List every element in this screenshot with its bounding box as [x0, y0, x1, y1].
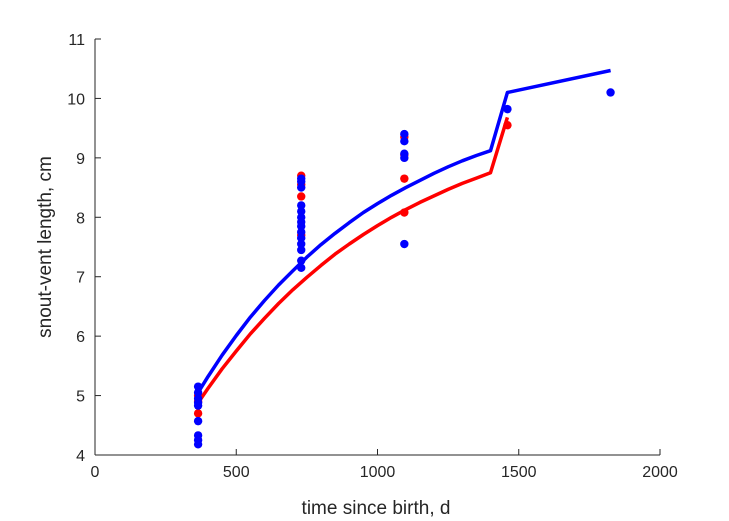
y-tick-label: 5	[76, 389, 85, 406]
axes: 0 500 1000 1500 2000 4 5 6 7 8 9 10 11	[67, 32, 678, 481]
data-point-series-2	[193, 394, 203, 403]
data-point-series-2	[400, 149, 409, 158]
data-point-series-2	[297, 239, 306, 249]
data-point-series-2	[193, 382, 203, 391]
data-point-series-2	[606, 88, 615, 97]
data-point-series-2	[193, 416, 203, 426]
fit-curves	[196, 68, 611, 404]
data-point-series-2	[297, 227, 306, 237]
data-point-series-2	[297, 183, 306, 192]
data-point-series-2	[193, 431, 203, 440]
data-point-series-2	[297, 174, 306, 183]
data-point-series-2	[297, 207, 306, 216]
y-tick-label: 11	[68, 32, 85, 49]
x-tick-label: 1000	[360, 464, 396, 481]
y-tick-label: 4	[76, 448, 85, 465]
data-point-series-1	[503, 120, 512, 130]
data-points	[193, 88, 615, 449]
y-tick-label: 10	[67, 91, 85, 108]
data-point-series-2	[400, 239, 409, 249]
y-tick-label: 9	[76, 151, 85, 168]
y-axis-title: snout-vent length, cm	[35, 156, 56, 338]
data-point-series-2	[297, 263, 306, 272]
data-point-series-2	[400, 137, 409, 146]
x-tick-label: 1500	[501, 464, 537, 481]
data-point-series-1	[400, 174, 409, 183]
y-tick-label: 7	[76, 270, 85, 287]
data-point-series-1	[297, 192, 306, 201]
data-point-series-2	[297, 213, 306, 222]
data-point-series-2	[297, 233, 306, 243]
data-point-series-1	[400, 208, 409, 217]
x-tick-label: 2000	[642, 464, 678, 481]
fit-curve-2	[196, 68, 611, 394]
data-point-series-2	[400, 129, 409, 139]
y-tick-label: 8	[76, 210, 85, 227]
y-tick-label: 6	[76, 329, 85, 346]
x-axis-title: time since birth, d	[302, 498, 451, 519]
data-point-series-2	[193, 388, 203, 397]
x-tick-label: 500	[223, 464, 250, 481]
data-point-series-2	[297, 245, 306, 255]
data-point-series-1	[193, 409, 203, 418]
x-tick-label: 0	[91, 464, 100, 481]
data-point-series-2	[297, 201, 306, 210]
data-point-series-2	[503, 104, 512, 114]
fit-curve-1	[196, 116, 510, 404]
data-point-series-2	[297, 256, 306, 265]
